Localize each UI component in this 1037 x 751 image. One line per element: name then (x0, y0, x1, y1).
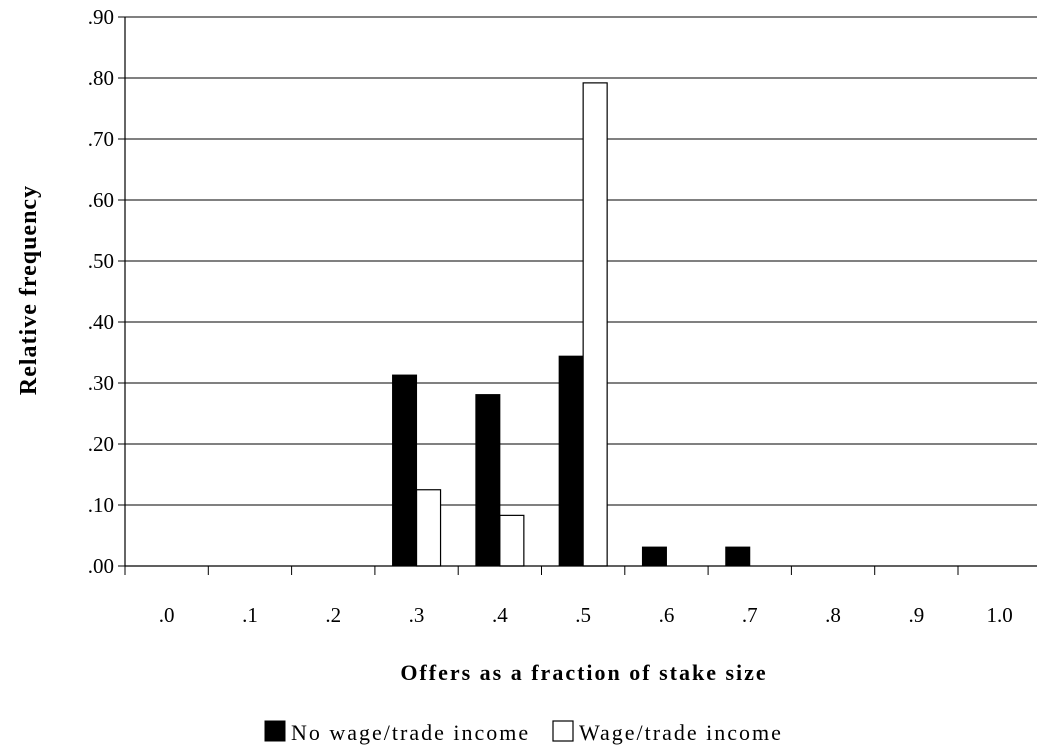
y-tick-label: .50 (88, 249, 114, 273)
x-tick-label: .8 (825, 603, 841, 627)
y-tick-label: .20 (88, 432, 114, 456)
bar-no-wage (558, 355, 584, 567)
x-tick-label: 1.0 (987, 603, 1013, 627)
bar-wage (415, 489, 442, 567)
y-tick-labels: .00 .10 .20 .30 .40 .50 .60 .70 .80 .90 (88, 5, 114, 578)
bar-no-wage (475, 394, 501, 567)
legend-label-no-wage: No wage/trade income (291, 720, 530, 745)
axes (118, 16, 1037, 575)
x-tick-label: .9 (908, 603, 924, 627)
x-tick-label: .3 (409, 603, 425, 627)
bars (392, 82, 751, 567)
bar-no-wage (725, 546, 751, 567)
x-tick-label: .0 (159, 603, 175, 627)
y-tick-label: .70 (88, 127, 114, 151)
legend-swatch-wage (552, 720, 574, 742)
x-tick-label: .6 (659, 603, 675, 627)
x-tick-labels: .0 .1 .2 .3 .4 .5 .6 .7 .8 .9 1.0 (159, 603, 1013, 627)
legend: No wage/trade income Wage/trade income (264, 720, 783, 745)
x-axis-title: Offers as a fraction of stake size (400, 660, 767, 685)
y-tick-label: .80 (88, 66, 114, 90)
y-tick-label: .10 (88, 493, 114, 517)
bar-wage (582, 82, 608, 567)
y-tick-label: .60 (88, 188, 114, 212)
y-tick-label: .30 (88, 371, 114, 395)
bar-no-wage (641, 546, 667, 567)
y-tick-label: .40 (88, 310, 114, 334)
x-tick-label: .2 (325, 603, 341, 627)
y-axis-title: Relative frequency (16, 185, 42, 395)
y-tick-label: .00 (88, 554, 114, 578)
y-tick-label: .90 (88, 5, 114, 29)
x-tick-label: .1 (242, 603, 258, 627)
legend-label-wage: Wage/trade income (579, 720, 783, 745)
x-tick-label: .4 (492, 603, 508, 627)
bar-wage (499, 514, 525, 567)
x-tick-label: .7 (742, 603, 758, 627)
x-tick-label: .5 (575, 603, 591, 627)
bar-no-wage (392, 374, 418, 567)
legend-swatch-no-wage (264, 720, 286, 742)
